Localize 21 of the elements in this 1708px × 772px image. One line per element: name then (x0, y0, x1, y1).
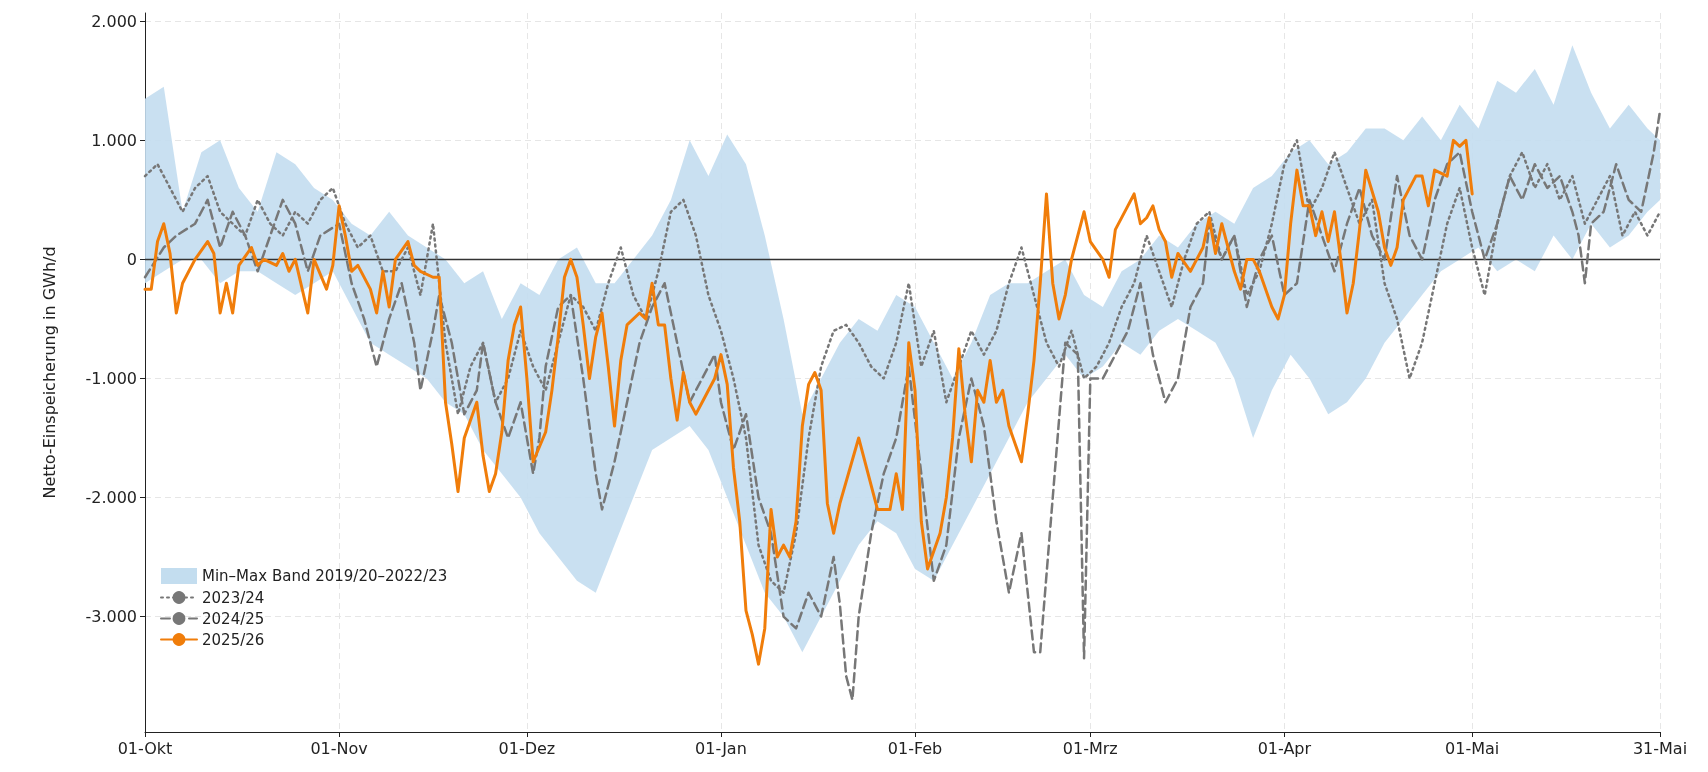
y-tick-label: -3.000 (85, 607, 137, 627)
x-tick-label: 01-Feb (887, 738, 943, 758)
x-tick-label: 01-Apr (1257, 738, 1312, 758)
x-tick-label: 31-Mai (1632, 738, 1688, 758)
y-tick-label: -2.000 (85, 487, 137, 507)
y-tick-label: -1.000 (85, 368, 137, 388)
line-series (143, 138, 1474, 666)
legend-label: Min–Max Band 2019/20–2022/23 (202, 567, 448, 585)
legend-label: 2023/24 (202, 588, 265, 607)
x-tick-label: 01-Mai (1445, 738, 1500, 758)
x-tick-label: 01-Okt (117, 738, 173, 758)
y-tick-label: 1.000 (91, 130, 137, 150)
x-tick-label: 01-Jan (695, 738, 747, 758)
x-tick-label: 01-Dez (498, 738, 556, 758)
legend-label: 2024/25 (202, 609, 265, 628)
y-axis-title: Netto-Einspeicherung in GWh/d (39, 246, 59, 499)
x-tick-label: 01-Nov (310, 738, 368, 758)
y-tick-label: 2.000 (91, 11, 137, 31)
legend-label: 2025/26 (202, 630, 265, 649)
y-tick-label: 0 (126, 249, 137, 269)
x-tick-label: 01-Mrz (1062, 738, 1118, 758)
